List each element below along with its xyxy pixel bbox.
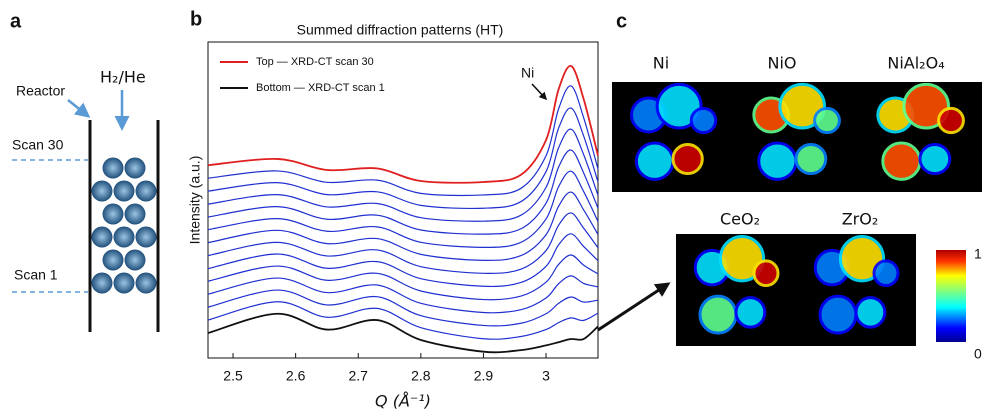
- series-line: [207, 85, 599, 197]
- map-region: [818, 294, 858, 335]
- map-region: [655, 82, 703, 130]
- series-line: [207, 275, 599, 314]
- scan-label: Scan 30: [12, 137, 64, 153]
- catalyst-particle: [113, 226, 135, 248]
- series-line: [207, 312, 599, 354]
- series-line: [207, 212, 599, 275]
- series-line: [207, 149, 599, 235]
- catalyst-particle: [135, 272, 157, 294]
- map-region: [778, 82, 827, 130]
- catalyst-particle: [124, 203, 146, 225]
- panel-c: c Ni NiO NiAl₂O₄ CeO₂ ZrO₂ 1 0: [612, 10, 982, 362]
- arrow: [597, 282, 671, 332]
- map-region: [734, 296, 767, 329]
- catalyst-particle: [135, 180, 157, 202]
- panel-label: b: [190, 8, 202, 30]
- catalyst-particle: [102, 203, 124, 225]
- x-tick-label: 3: [542, 368, 550, 384]
- series-line: [207, 301, 599, 340]
- legend-label: Bottom — XRD-CT scan 1: [256, 82, 385, 94]
- chart-title: Summed diffraction patterns (HT): [297, 22, 504, 38]
- catalyst-particle: [91, 226, 113, 248]
- x-tick-label: 2.5: [223, 368, 243, 384]
- annotation: Ni: [521, 65, 534, 81]
- map-region: [794, 142, 828, 176]
- map-label: NiO: [767, 54, 796, 73]
- colorbar-tick: 1: [974, 246, 982, 262]
- panel-label: a: [10, 10, 22, 32]
- catalyst-particle: [113, 180, 135, 202]
- series-line: [207, 254, 599, 301]
- catalyst-particle: [102, 249, 124, 271]
- series-line: [207, 170, 599, 249]
- tomography-maps: [630, 82, 965, 335]
- catalyst-bed: [91, 157, 157, 294]
- series-line: [207, 65, 599, 184]
- catalyst-particle: [91, 180, 113, 202]
- map-region: [872, 259, 900, 288]
- map-region: [918, 142, 952, 176]
- plot-frame: [207, 41, 599, 359]
- x-tick-label: 2.7: [349, 368, 369, 384]
- colorbar-tick: 0: [974, 346, 982, 362]
- map-region: [698, 294, 738, 335]
- annotation-arrow: [531, 83, 548, 101]
- map-label: NiAl₂O₄: [887, 54, 944, 73]
- x-tick-label: 2.9: [474, 368, 494, 384]
- panel-label: c: [616, 10, 627, 32]
- map-region: [634, 141, 675, 181]
- x-tick-label: 2.6: [286, 368, 306, 384]
- panel-b: b Summed diffraction patterns (HT) Inten…: [187, 8, 599, 411]
- x-tick-label: 2.8: [411, 368, 431, 384]
- map-region: [902, 82, 951, 130]
- map-region: [813, 106, 841, 135]
- series-line: [207, 289, 599, 327]
- map-region: [854, 296, 887, 329]
- map-region: [689, 106, 718, 135]
- panel-a: a Reactor H₂/He Scan 30 Scan 1: [10, 10, 160, 332]
- catalyst-particle: [124, 157, 146, 179]
- legend-label: Top — XRD-CT scan 30: [256, 56, 374, 68]
- gas-label: H₂/He: [100, 68, 146, 87]
- y-axis-label: Intensity (a.u.): [187, 156, 203, 245]
- map-region: [881, 141, 922, 181]
- map-region: [752, 259, 780, 288]
- map-region: [671, 142, 704, 176]
- reactor-label: Reactor: [16, 83, 65, 99]
- x-axis-label: Q (Å⁻¹): [375, 392, 431, 411]
- catalyst-particle: [124, 249, 146, 271]
- catalyst-particle: [135, 226, 157, 248]
- map-region: [937, 106, 965, 135]
- series-line: [207, 107, 599, 210]
- map-label: Ni: [653, 54, 669, 73]
- catalyst-particle: [113, 272, 135, 294]
- catalyst-particle: [102, 157, 124, 179]
- map-label: ZrO₂: [842, 210, 879, 229]
- series-line: [207, 128, 599, 222]
- map-region: [757, 141, 798, 181]
- map-region: [838, 234, 886, 283]
- catalyst-particle: [91, 272, 113, 294]
- scan-label: Scan 1: [14, 267, 58, 283]
- colorbar: [936, 250, 966, 342]
- series-line: [207, 191, 599, 261]
- map-label: CeO₂: [720, 210, 760, 229]
- arrow: [67, 99, 91, 118]
- map-region: [718, 234, 766, 283]
- series-line: [207, 233, 599, 288]
